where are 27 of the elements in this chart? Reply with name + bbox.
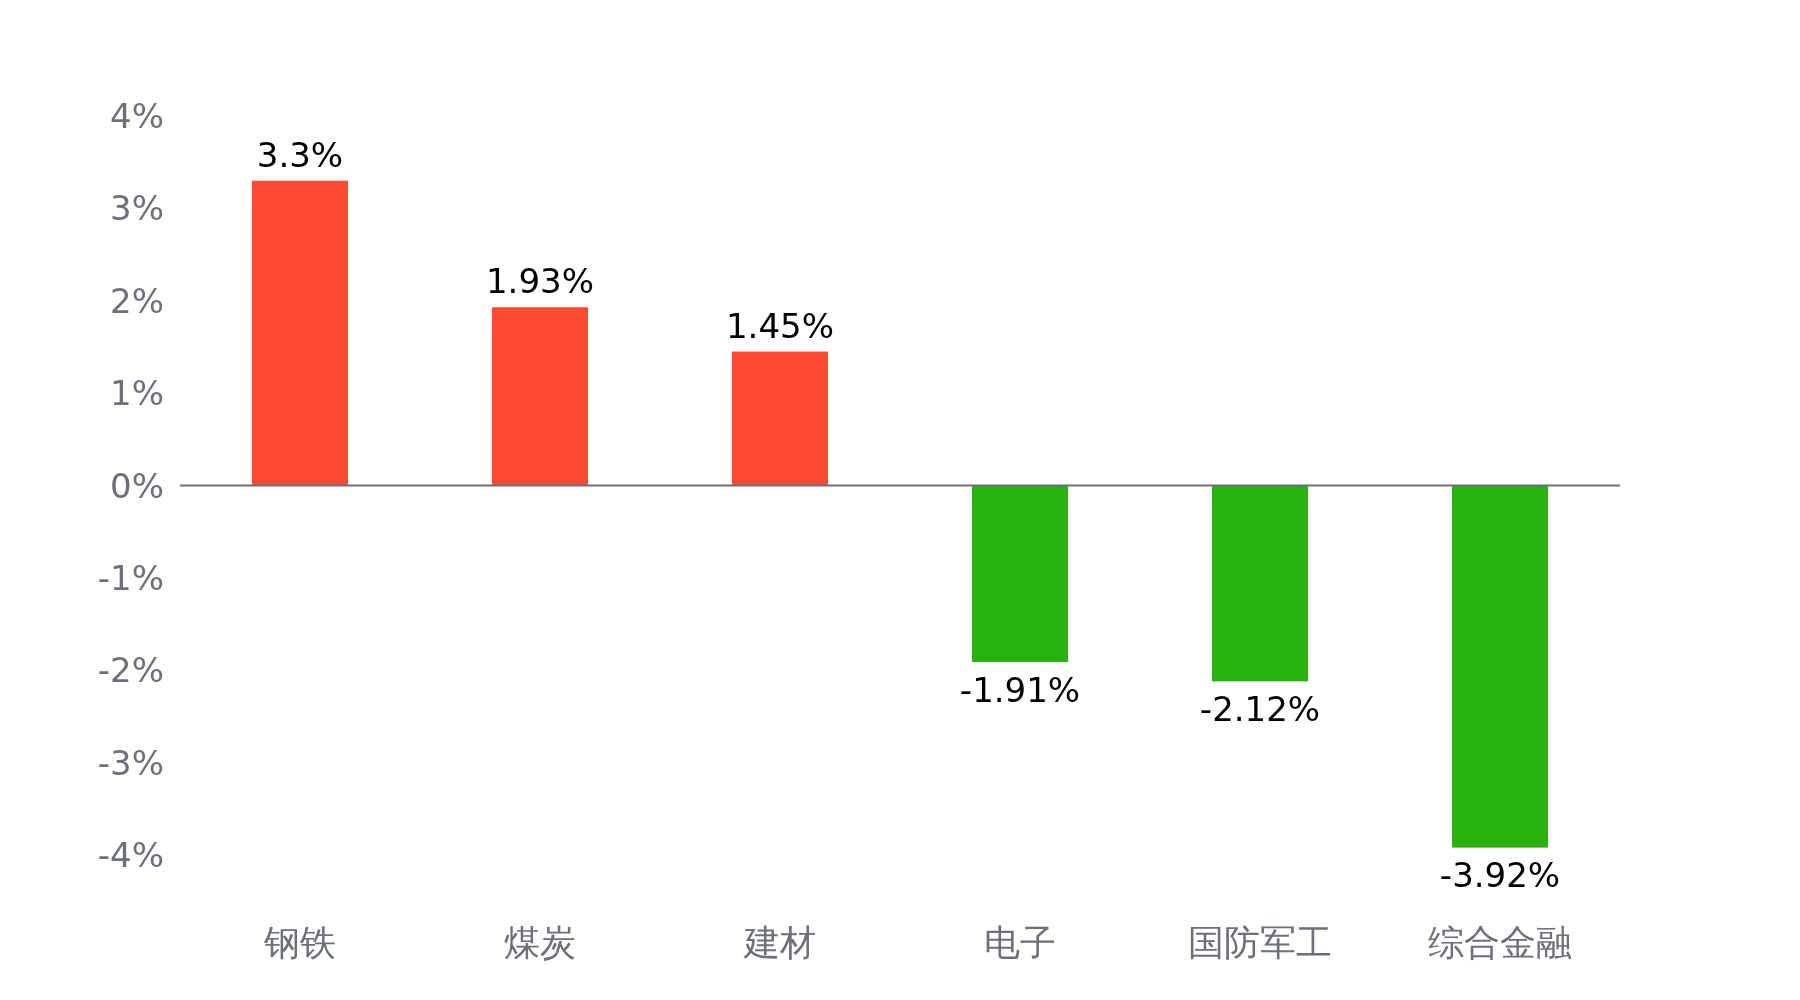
bar [972,485,1068,662]
y-tick-label: 1% [110,373,164,414]
y-tick-label: 2% [110,280,164,321]
x-tick-label: 综合金融 [1428,922,1572,963]
x-tick-label: 钢铁 [263,922,336,963]
data-label: 3.3% [256,134,344,175]
y-tick-label: 0% [110,465,164,506]
bar [252,180,348,486]
y-tick-label: -1% [97,557,164,598]
data-label: 1.45% [725,305,835,346]
bar [1452,485,1548,848]
bar [1212,485,1308,682]
bar [732,351,828,486]
bar [492,307,588,486]
y-tick-label: 3% [110,188,164,229]
x-tick-label: 国防军工 [1188,922,1332,963]
x-tick-label: 建材 [743,922,816,963]
y-tick-label: 4% [110,96,164,136]
data-label: 1.93% [485,261,595,302]
x-tick-label: 煤炭 [504,922,576,963]
y-tick-label: -3% [97,742,164,783]
data-label: -2.12% [1199,688,1321,729]
data-label: -1.91% [959,669,1081,710]
y-tick-label: -2% [97,650,164,691]
y-tick-label: -4% [97,835,164,875]
data-label: -3.92% [1439,855,1561,896]
x-tick-label: 电子 [984,922,1056,963]
